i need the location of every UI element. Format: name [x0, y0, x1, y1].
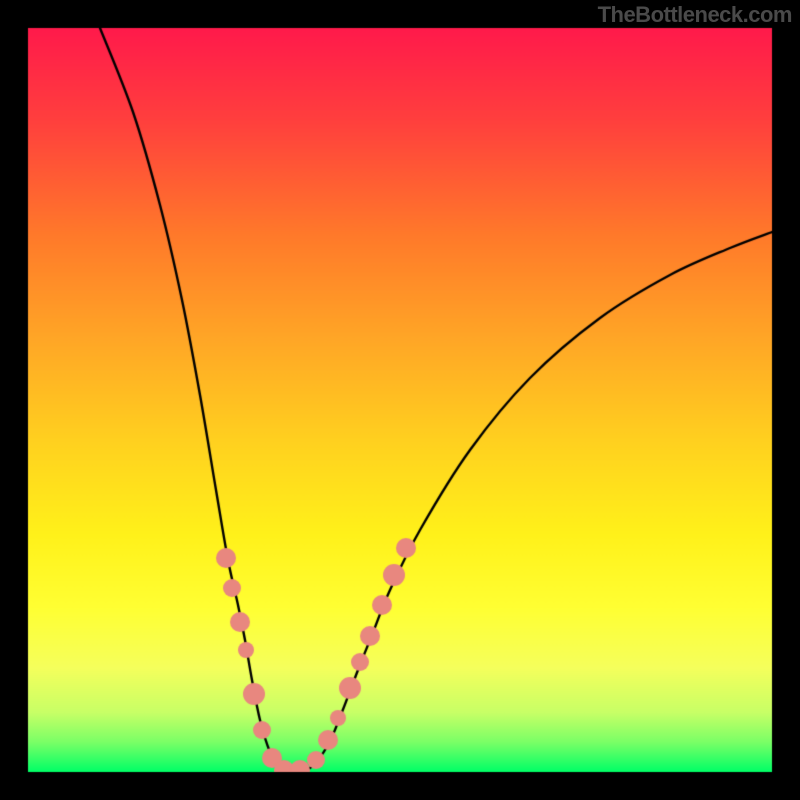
bottleneck-chart	[0, 0, 800, 800]
watermark-text: TheBottleneck.com	[598, 2, 792, 28]
